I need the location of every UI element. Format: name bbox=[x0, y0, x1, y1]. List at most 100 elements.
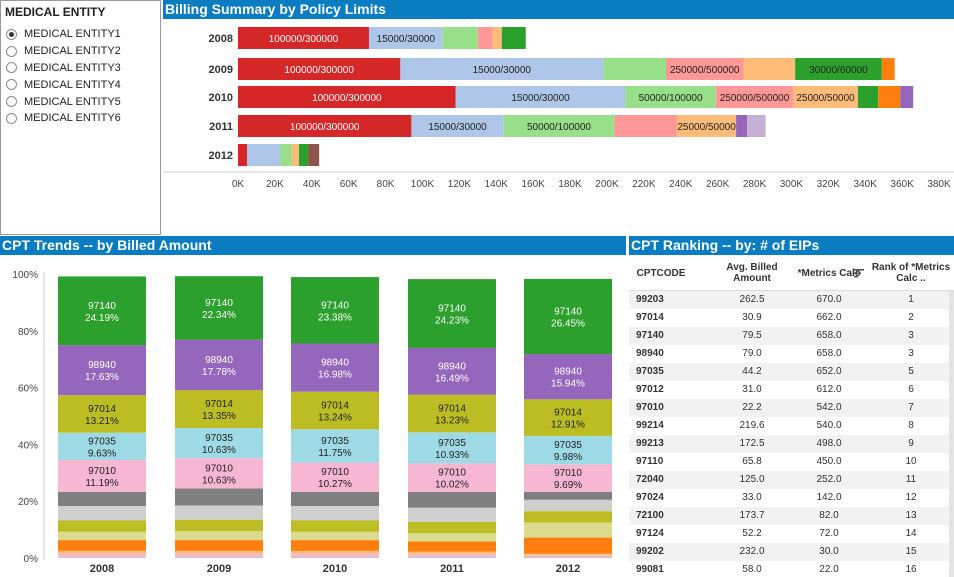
trend-bar-segment[interactable] bbox=[58, 432, 146, 461]
table-row[interactable]: 72100 173.7 82.0 13 bbox=[629, 507, 954, 525]
column-header-rank[interactable]: Rank of *Metrics Calc .. bbox=[871, 262, 951, 284]
trend-bar-segment[interactable] bbox=[58, 540, 146, 551]
trend-bar-segment[interactable] bbox=[408, 521, 496, 534]
table-row[interactable]: 97014 30.9 662.0 2 bbox=[629, 309, 954, 327]
trend-bar-segment[interactable] bbox=[58, 345, 146, 396]
trend-bar-segment[interactable] bbox=[408, 347, 496, 395]
entity-option-1[interactable]: MEDICAL ENTITY1 bbox=[6, 26, 121, 43]
trend-bar-segment[interactable] bbox=[408, 491, 496, 508]
trend-bar-segment[interactable] bbox=[524, 278, 612, 355]
billing-bar-segment[interactable] bbox=[747, 115, 766, 137]
trend-bar-segment[interactable] bbox=[175, 556, 263, 558]
trend-bar-segment[interactable] bbox=[408, 551, 496, 555]
billing-bar-segment[interactable] bbox=[743, 58, 796, 80]
trend-bar-segment[interactable] bbox=[524, 399, 612, 436]
radio-button-icon[interactable] bbox=[6, 79, 17, 91]
trend-bar-segment[interactable] bbox=[524, 499, 612, 512]
trend-bar-segment[interactable] bbox=[175, 428, 263, 459]
table-row[interactable]: 99214 219.6 540.0 8 bbox=[629, 417, 954, 435]
trend-bar-segment[interactable] bbox=[291, 391, 379, 430]
table-row[interactable]: 97035 44.2 652.0 5 bbox=[629, 363, 954, 381]
table-row[interactable]: 99202 232.0 30.0 15 bbox=[629, 543, 954, 561]
trend-bar-segment[interactable] bbox=[291, 553, 379, 557]
billing-bar-segment[interactable] bbox=[238, 86, 456, 108]
trend-bar-segment[interactable] bbox=[291, 556, 379, 558]
ranking-scrollbar[interactable] bbox=[949, 291, 954, 577]
billing-bar-segment[interactable] bbox=[247, 144, 281, 166]
billing-bar-segment[interactable] bbox=[477, 27, 493, 49]
trend-bar-segment[interactable] bbox=[175, 531, 263, 541]
radio-button-icon[interactable] bbox=[6, 96, 17, 108]
trend-bar-segment[interactable] bbox=[58, 556, 146, 558]
trend-bar-segment[interactable] bbox=[58, 550, 146, 554]
radio-button-icon[interactable] bbox=[6, 45, 17, 57]
table-row[interactable]: 97024 33.0 142.0 12 bbox=[629, 489, 954, 507]
billing-bar-segment[interactable] bbox=[291, 144, 299, 166]
trend-bar-segment[interactable] bbox=[291, 531, 379, 541]
billing-bar-segment[interactable] bbox=[492, 27, 502, 49]
billing-bar-segment[interactable] bbox=[501, 27, 526, 49]
trend-bar-segment[interactable] bbox=[408, 507, 496, 522]
entity-option-3[interactable]: MEDICAL ENTITY3 bbox=[6, 60, 121, 77]
billing-bar-segment[interactable] bbox=[238, 58, 401, 80]
table-row[interactable]: 97110 65.8 450.0 10 bbox=[629, 453, 954, 471]
billing-bar-segment[interactable] bbox=[857, 86, 879, 108]
table-row[interactable]: 97124 52.2 72.0 14 bbox=[629, 525, 954, 543]
trend-bar-segment[interactable] bbox=[58, 395, 146, 433]
table-row[interactable]: 72040 125.0 252.0 11 bbox=[629, 471, 954, 489]
billing-bar-segment[interactable] bbox=[793, 86, 858, 108]
trend-bar-segment[interactable] bbox=[291, 429, 379, 463]
trend-bar-segment[interactable] bbox=[175, 276, 263, 340]
column-header-avg-billed[interactable]: Avg. Billed Amount bbox=[726, 262, 778, 284]
trend-bar-segment[interactable] bbox=[58, 506, 146, 521]
table-row[interactable]: 97140 79.5 658.0 3 bbox=[629, 327, 954, 345]
billing-bar-segment[interactable] bbox=[442, 27, 478, 49]
trend-bar-segment[interactable] bbox=[58, 520, 146, 532]
trend-bar-segment[interactable] bbox=[291, 506, 379, 521]
trend-bar-segment[interactable] bbox=[175, 458, 263, 489]
sort-descending-icon[interactable] bbox=[851, 255, 867, 291]
trend-bar-segment[interactable] bbox=[524, 555, 612, 557]
radio-button-icon[interactable] bbox=[6, 112, 17, 124]
trend-bar-segment[interactable] bbox=[175, 505, 263, 520]
column-header-cptcode[interactable]: CPTCODE bbox=[636, 267, 686, 279]
trend-bar-segment[interactable] bbox=[524, 354, 612, 400]
entity-option-5[interactable]: MEDICAL ENTITY5 bbox=[6, 93, 121, 110]
table-row[interactable]: 98940 79.0 658.0 3 bbox=[629, 345, 954, 363]
trend-bar-segment[interactable] bbox=[408, 432, 496, 464]
billing-bar-segment[interactable] bbox=[238, 115, 412, 137]
trend-bar-segment[interactable] bbox=[408, 533, 496, 542]
trend-bar-segment[interactable] bbox=[175, 550, 263, 554]
billing-bar-segment[interactable] bbox=[368, 27, 443, 49]
trend-bar-segment[interactable] bbox=[408, 554, 496, 557]
billing-bar-segment[interactable] bbox=[665, 58, 744, 80]
billing-bar-segment[interactable] bbox=[677, 115, 737, 137]
trend-bar-segment[interactable] bbox=[58, 460, 146, 492]
trend-bar-segment[interactable] bbox=[408, 394, 496, 433]
trend-bar-segment[interactable] bbox=[524, 464, 612, 492]
trend-bar-segment[interactable] bbox=[524, 511, 612, 523]
trend-bar-segment[interactable] bbox=[524, 491, 612, 500]
trend-bar-segment[interactable] bbox=[408, 541, 496, 552]
radio-button-icon[interactable] bbox=[6, 28, 17, 40]
billing-bar-segment[interactable] bbox=[280, 144, 292, 166]
billing-bar-segment[interactable] bbox=[625, 86, 716, 108]
trend-bar-segment[interactable] bbox=[58, 553, 146, 557]
trend-bar-segment[interactable] bbox=[175, 553, 263, 557]
table-row[interactable]: 99081 58.0 22.0 16 bbox=[629, 561, 954, 577]
trend-bar-segment[interactable] bbox=[408, 279, 496, 348]
table-row[interactable]: 97012 31.0 612.0 6 bbox=[629, 381, 954, 399]
billing-bar-segment[interactable] bbox=[455, 86, 626, 108]
billing-bar-segment[interactable] bbox=[715, 86, 794, 108]
billing-bar-segment[interactable] bbox=[298, 144, 309, 166]
billing-bar-segment[interactable] bbox=[411, 115, 504, 137]
trend-bar-segment[interactable] bbox=[175, 390, 263, 429]
entity-option-2[interactable]: MEDICAL ENTITY2 bbox=[6, 43, 121, 60]
radio-button-icon[interactable] bbox=[6, 62, 17, 74]
trend-bar-segment[interactable] bbox=[291, 462, 379, 492]
trend-bar-segment[interactable] bbox=[408, 556, 496, 558]
trend-bar-segment[interactable] bbox=[58, 531, 146, 541]
trend-bar-segment[interactable] bbox=[291, 550, 379, 554]
table-row[interactable]: 99203 262.5 670.0 1 bbox=[629, 291, 954, 309]
billing-bar-segment[interactable] bbox=[400, 58, 604, 80]
